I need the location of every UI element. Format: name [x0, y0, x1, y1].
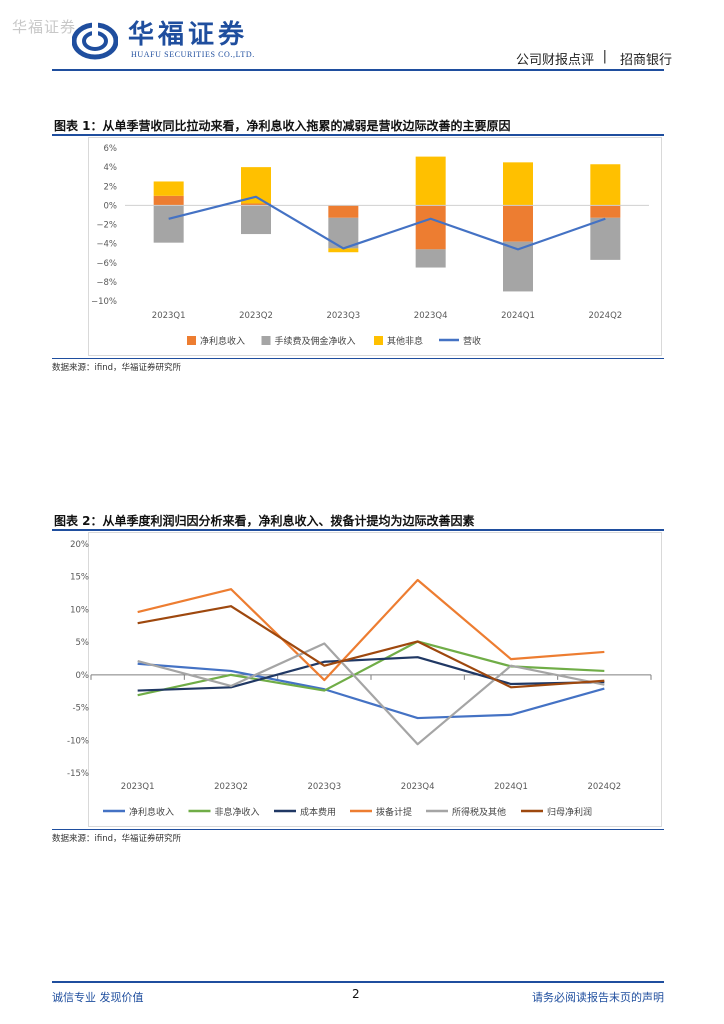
chart2-legend-label: 归母净利润: [547, 806, 592, 818]
chart2-legend: 净利息收入 非息净收入 成本费用 拨备计提 所得税及其他 归母净利润: [103, 806, 592, 818]
footer-rule: [52, 981, 664, 983]
chart1-legend-label: 营收: [463, 335, 481, 347]
chart2-series-line: [137, 662, 605, 720]
chart2-svg: 20%15%10%5%0%-5%-10%-15% 2023Q1 2023Q2 202…: [67, 540, 652, 818]
chart2-legend-label: 净利息收入: [129, 806, 174, 818]
chart2-series-line: [137, 656, 605, 692]
chart1-y-tick-label: 0%: [104, 201, 118, 211]
chart1-bar: [590, 205, 621, 218]
chart1-y-tick-label: −10%: [91, 297, 117, 307]
chart2-x-tick-label: 2024Q1: [494, 782, 528, 792]
figure2-title-rule: [52, 529, 664, 531]
chart1-legend-label: 其他非息: [387, 335, 423, 347]
company-name: 招商银行: [619, 53, 672, 68]
watermark-text: 华福证券: [12, 18, 77, 36]
chart1-x-tick-label: 2023Q2: [239, 311, 273, 321]
chart1-x-tick-label: 2023Q1: [152, 311, 186, 321]
chart1-bar: [153, 195, 184, 206]
chart2-x-axis: 2023Q1 2023Q2 2023Q3 2023Q4 2024Q1 2024Q2: [121, 782, 621, 792]
chart1-y-tick-label: 6%: [104, 144, 118, 154]
chart1-revenue-line: [168, 195, 606, 251]
chart2-y-tick-label: -15%: [67, 769, 89, 779]
chart1-bar: [415, 249, 446, 268]
chart2-series-line: [137, 642, 605, 746]
chart2-y-tick-label: 15%: [70, 573, 89, 583]
figure1-source-rule: [52, 358, 664, 359]
report-type: 公司财报点评: [515, 53, 594, 68]
chart1-bar: [328, 248, 359, 253]
chart2-legend-label: 非息净收入: [215, 806, 260, 818]
footer-slogan: 诚信专业 发现价值: [52, 991, 144, 1004]
figure1-title-rule: [52, 134, 664, 136]
chart1-bar: [328, 205, 359, 218]
chart2-x-tick-label: 2023Q2: [214, 782, 248, 792]
chart2-x-tick-label: 2023Q3: [307, 782, 341, 792]
figure1-frame: 6% 4% 2% 0% −2% −4% −6% −8% −10% 2023Q1 2023Q2 202…: [88, 137, 662, 356]
chart1-legend-swatch: [187, 336, 196, 345]
figure1-source: 数据来源：ifind，华福证券研究所: [52, 363, 181, 373]
chart2-legend-label: 拨备计提: [376, 806, 412, 818]
chart1-svg: 6%4%2%0%−2%−4%−6%−8%−10% 2023Q1 2023Q2 202…: [91, 144, 649, 347]
chart1-legend-swatch: [374, 336, 383, 345]
figure2-title: 图表 2：从单季度利润归因分析来看，净利息收入、拨备计提均为边际改善因素: [54, 514, 475, 528]
chart1-y-tick-label: −2%: [96, 221, 117, 231]
chart1-bar: [503, 162, 533, 206]
chart1-y-tick-label: −6%: [96, 259, 117, 269]
figure2-source-rule: [52, 829, 664, 830]
chart1-y-tick-label: 4%: [104, 163, 118, 173]
chart1-legend: 净利息收入 手续费及佣金净收入 其他非息 营收: [187, 335, 481, 347]
header-separator: |: [602, 49, 607, 64]
chart1-line: [168, 195, 606, 251]
chart1-bar: [153, 181, 184, 196]
chart1-bar: [241, 203, 271, 206]
chart1-x-axis: 2023Q1 2023Q2 2023Q3 2023Q4 2024Q1 2024Q2: [152, 311, 622, 321]
huafu-logo-icon: [72, 22, 118, 60]
chart1-x-tick-label: 2023Q4: [414, 311, 448, 321]
chart1-bar: [590, 217, 621, 260]
brand-name: 华福证券: [128, 20, 249, 50]
chart1-bars: [153, 156, 621, 292]
chart2-series-line: [137, 640, 605, 697]
header-rule: [52, 69, 664, 71]
chart1-bar: [503, 205, 533, 242]
page-number: 2: [352, 987, 360, 1001]
chart1-y-tick-label: 2%: [104, 182, 118, 192]
chart1-x-tick-label: 2024Q1: [501, 311, 535, 321]
chart2-y-tick-label: 10%: [70, 605, 89, 615]
footer-disclaimer: 请务必阅读报告末页的声明: [532, 991, 664, 1004]
chart2-x-tick-label: 2024Q2: [587, 782, 621, 792]
chart1-legend-label: 手续费及佣金净收入: [275, 335, 356, 347]
chart2-series-line: [137, 578, 605, 682]
chart1-bar: [153, 205, 184, 243]
chart1-bar: [590, 164, 621, 206]
chart1-bar: [415, 205, 446, 250]
chart2-y-axis: 20% 15% 10% 5% 0% -5% -10% -15%: [67, 540, 89, 779]
chart2-x-tick-label: 2023Q1: [121, 782, 155, 792]
chart1-y-tick-label: −8%: [96, 278, 117, 288]
chart1-y-axis: 6% 4% 2% 0% −2% −4% −6% −8% −10%: [91, 144, 117, 307]
figure2-source: 数据来源：ifind，华福证券研究所: [52, 834, 181, 844]
chart2-lines: [137, 578, 605, 746]
chart2-legend-label: 成本费用: [300, 806, 336, 818]
chart2-legend-label: 所得税及其他: [452, 806, 506, 818]
chart1-x-tick-label: 2024Q2: [588, 311, 622, 321]
chart2-y-tick-label: -10%: [67, 736, 89, 746]
chart2-y-tick-label: 5%: [76, 638, 90, 648]
chart2-series-line: [137, 605, 605, 689]
chart1-legend-label: 净利息收入: [200, 335, 245, 347]
chart1-bar: [241, 205, 271, 235]
chart1-legend-swatch: [261, 336, 271, 345]
chart1-x-tick-label: 2023Q3: [326, 311, 360, 321]
chart2-y-tick-label: -5%: [72, 704, 89, 714]
chart1-bar: [415, 156, 446, 206]
figure1-title: 图表 1：从单季营收同比拉动来看，净利息收入拖累的减弱是营收边际改善的主要原因: [54, 119, 511, 133]
chart2-y-tick-label: 0%: [76, 671, 90, 681]
chart1-y-tick-label: −4%: [96, 240, 117, 250]
chart2-x-tick-label: 2023Q4: [401, 782, 435, 792]
brand-name-en: HUAFU SECURITIES CO.,LTD.: [131, 50, 255, 59]
figure2-frame: 20% 15% 10% 5% 0% -5% -10% -15% 2023Q1 2023Q2 202…: [67, 532, 662, 827]
chart2-y-tick-label: 20%: [70, 540, 89, 550]
